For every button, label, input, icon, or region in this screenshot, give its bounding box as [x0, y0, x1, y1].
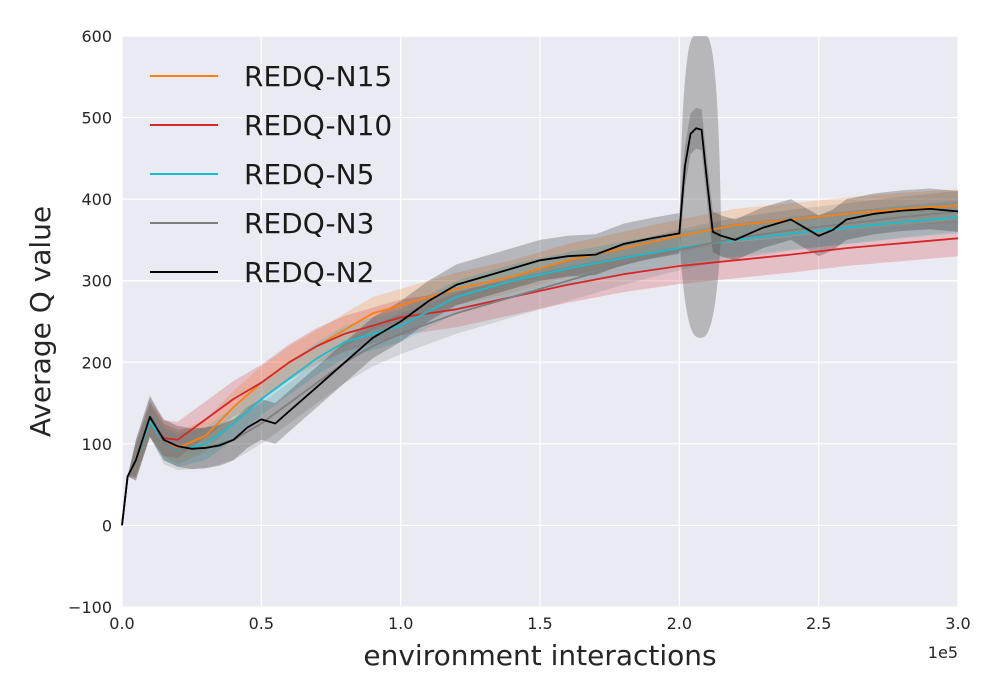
x-tick-label: 2.5: [806, 614, 831, 633]
x-tick-labels: 0.0 0.5 1.0 1.5 2.0 2.5 3.0: [109, 614, 970, 633]
confidence-band-redq-n10: [122, 220, 958, 526]
series-line-redq-n3: [121, 210, 959, 526]
legend-label: REDQ-N2: [244, 256, 374, 289]
x-tick-label: 0.5: [249, 614, 274, 633]
y-tick-label: 500: [81, 109, 112, 128]
series-lines: [121, 127, 959, 526]
y-tick-label: 100: [81, 435, 112, 454]
y-tick-label: 0: [102, 516, 112, 535]
x-tick-label: 3.0: [945, 614, 970, 633]
legend-label: REDQ-N10: [244, 109, 392, 142]
x-axis-offset-label: 1e5: [928, 643, 958, 662]
y-tick-label: 300: [81, 272, 112, 291]
x-tick-label: 2.0: [667, 614, 692, 633]
legend-label: REDQ-N3: [244, 207, 374, 240]
y-tick-label: 400: [81, 190, 112, 209]
x-axis-label: environment interactions: [363, 639, 716, 672]
variance-spike-band: [679, 36, 722, 338]
x-tick-label: 1.5: [527, 614, 552, 633]
y-tick-label: 200: [81, 353, 112, 372]
x-tick-label: 0.0: [109, 614, 134, 633]
y-tick-label: −100: [68, 598, 112, 617]
series-line-redq-n2: [121, 127, 959, 526]
y-tick-labels: −100 0 100 200 300 400 500 600: [68, 27, 112, 617]
y-axis-label: Average Q value: [24, 206, 57, 437]
y-tick-label: 600: [81, 27, 112, 46]
confidence-band-redq-n15: [122, 189, 958, 526]
grid-lines: [121, 35, 959, 608]
legend: REDQ-N15 REDQ-N10 REDQ-N5 REDQ-N3 REDQ-N2: [150, 60, 392, 289]
legend-label: REDQ-N5: [244, 158, 374, 191]
x-tick-label: 1.0: [388, 614, 413, 633]
legend-label: REDQ-N15: [244, 60, 392, 93]
